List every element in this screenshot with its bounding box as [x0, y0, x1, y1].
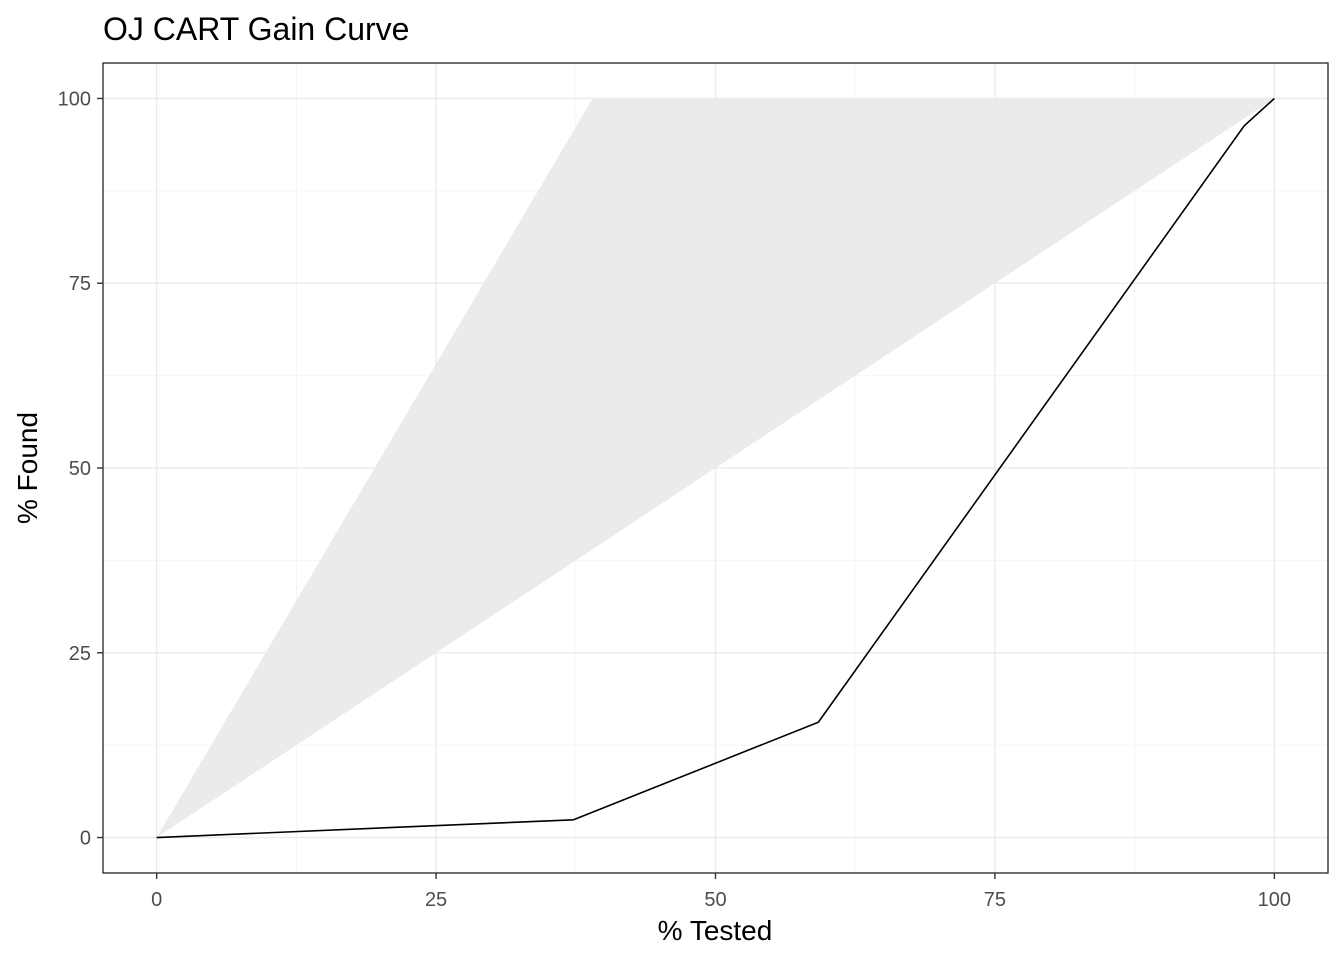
x-tick-label: 100 [1258, 889, 1291, 911]
x-axis-title: % Tested [658, 915, 773, 946]
y-axis-title: % Found [12, 412, 43, 524]
x-tick-label: 75 [984, 889, 1006, 911]
chart-title: OJ CART Gain Curve [103, 11, 409, 47]
y-tick-label: 100 [58, 88, 91, 110]
plot-area: 0 25 50 75 100 0 25 50 75 100 [58, 62, 1329, 911]
x-tick-label: 0 [151, 889, 162, 911]
gain-curve-line [156, 97, 1275, 839]
gain-band [156, 98, 1275, 838]
y-tick-label: 0 [80, 828, 91, 850]
y-tick-label: 25 [69, 643, 91, 665]
x-tick-label: 25 [425, 889, 447, 911]
x-tick-label: 50 [704, 889, 726, 911]
y-tick-label: 50 [69, 458, 91, 480]
y-tick-label: 75 [69, 273, 91, 295]
